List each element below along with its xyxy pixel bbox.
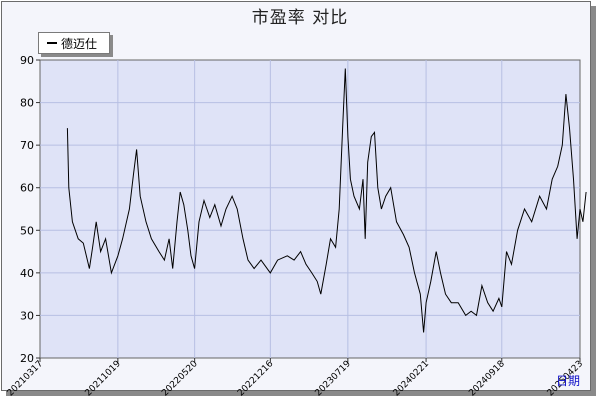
x-tick-label: 20240918 <box>467 359 507 399</box>
y-tick-label: 20 <box>20 352 34 365</box>
x-axis: 20210317 20211019 20220520 20221216 20230719… <box>6 358 585 399</box>
legend-swatch <box>47 42 57 44</box>
x-tick-label: 20221216 <box>236 359 276 399</box>
x-tick-label: 20230719 <box>314 359 354 399</box>
plot-area <box>39 59 581 359</box>
chart-title: 市盈率 对比 <box>251 8 349 28</box>
y-tick-label: 80 <box>20 97 34 110</box>
series-line <box>66 68 587 333</box>
x-tick-label: 20211019 <box>84 359 124 399</box>
y-tick-label: 60 <box>20 182 34 195</box>
x-axis-label: 日期 <box>556 374 581 388</box>
y-tick-label: 90 <box>20 54 34 67</box>
y-tick-label: 30 <box>20 309 34 322</box>
legend: 德迈仕 <box>38 32 110 54</box>
grid-lines <box>40 60 580 358</box>
y-tick-label: 40 <box>20 267 34 280</box>
x-tick-label: 20220520 <box>160 359 200 399</box>
y-axis: 20 30 40 50 60 70 80 90 <box>20 54 40 365</box>
x-tick-label: 20240221 <box>392 359 431 398</box>
y-tick-label: 50 <box>20 224 34 237</box>
y-tick-label: 70 <box>20 139 34 152</box>
legend-label: 德迈仕 <box>61 37 98 51</box>
